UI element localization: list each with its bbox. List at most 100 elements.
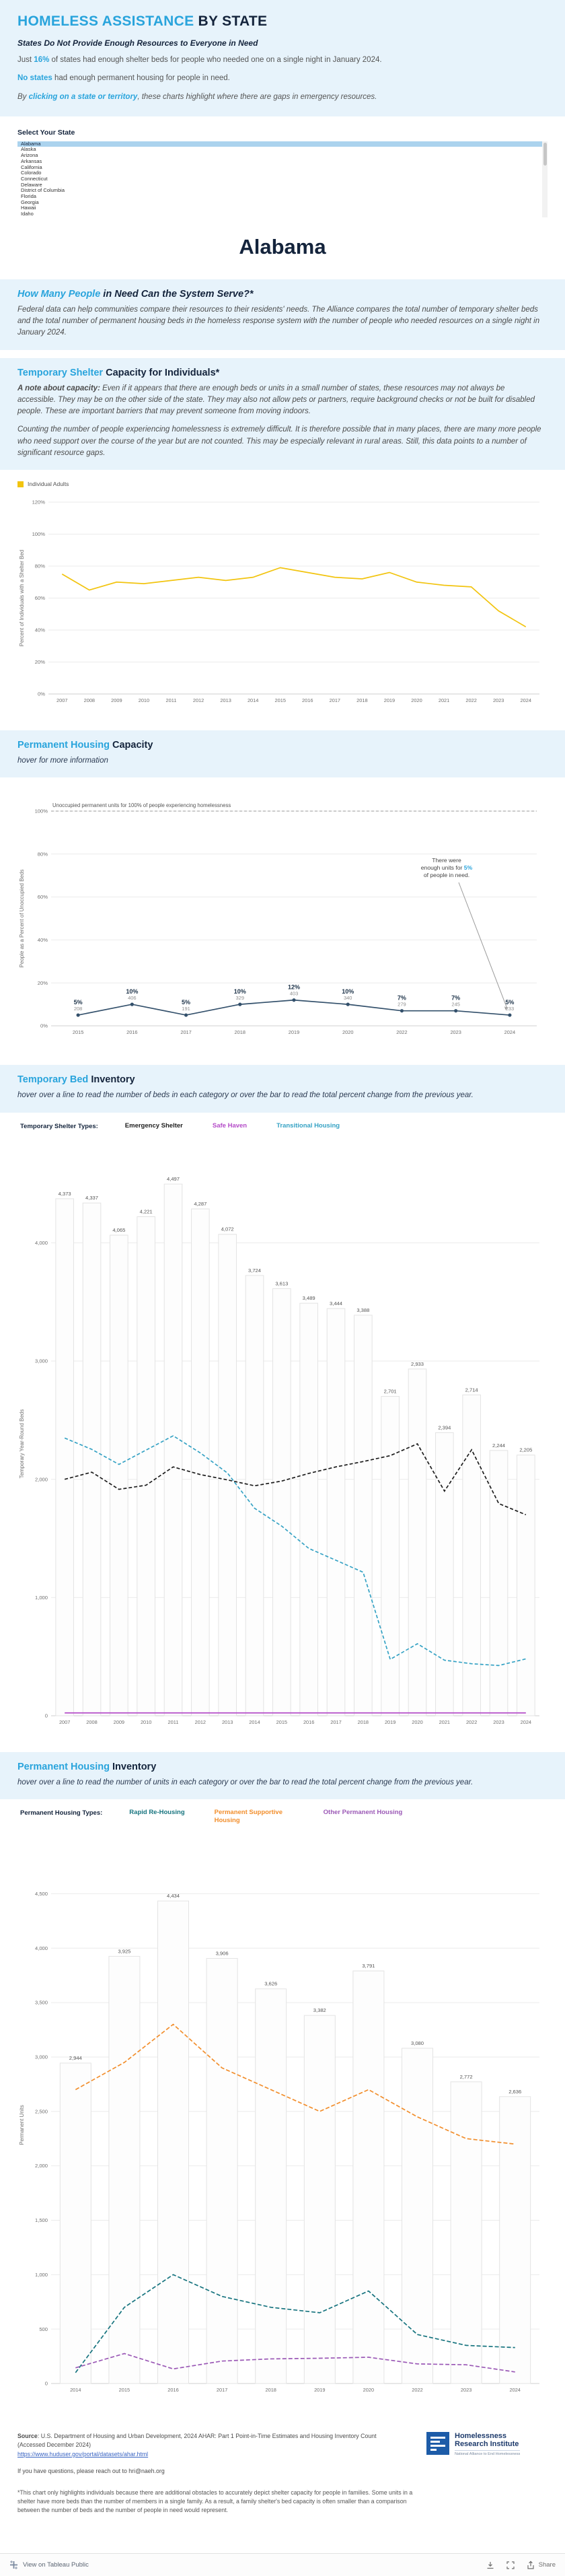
svg-text:3,000: 3,000: [35, 1358, 48, 1364]
permanent-housing-capacity-chart[interactable]: 0% 20% 40% 60% 80% 100% 2015 2016 2017 2018 2019 20…: [0, 777, 565, 1057]
svg-text:2017: 2017: [330, 1719, 341, 1725]
state-option-district-of-columbia[interactable]: District of Columbia: [21, 187, 65, 194]
svg-text:329: 329: [236, 995, 245, 1001]
legend-item-emergency-shelter[interactable]: Emergency Shelter: [124, 1121, 183, 1129]
view-on-tableau-public[interactable]: View on Tableau Public: [9, 2561, 89, 2569]
state-option-arizona[interactable]: Arizona: [21, 152, 38, 159]
hover-hint-beds: hover over a line to read the number of …: [17, 1091, 474, 1100]
svg-text:2021: 2021: [439, 1719, 450, 1725]
state-option-hawaii[interactable]: Hawaii: [21, 205, 36, 211]
svg-text:There were: There were: [432, 857, 461, 864]
shelter-bed-percent-chart[interactable]: 0% 20% 40% 60% 80% 100% 120% 2007 2008 2009 2010 20…: [0, 490, 565, 722]
svg-text:2018: 2018: [356, 697, 367, 703]
state-option-alabama[interactable]: Alabama: [17, 141, 548, 147]
svg-text:2,500: 2,500: [35, 2108, 48, 2114]
svg-text:0%: 0%: [38, 691, 45, 697]
source-link[interactable]: https://www.huduser.gov/portal/datasets/…: [17, 2450, 149, 2458]
svg-text:2,244: 2,244: [492, 1442, 505, 1448]
selected-state-title: Alabama: [239, 234, 326, 258]
svg-text:4,500: 4,500: [35, 1891, 48, 1897]
tableau-toolbar: View on Tableau Public Share: [0, 2553, 565, 2576]
section-temp-inventory: Temporary Bed Inventory hover over a lin…: [0, 1065, 565, 1113]
svg-text:2023: 2023: [493, 697, 504, 703]
state-option-alaska[interactable]: Alaska: [21, 146, 36, 153]
svg-text:2007: 2007: [57, 697, 67, 703]
state-option-arkansas[interactable]: Arkansas: [21, 158, 42, 164]
hover-hint-units: hover over a line to read the number of …: [17, 1778, 474, 1786]
svg-text:2013: 2013: [220, 697, 231, 703]
svg-text:2024: 2024: [520, 697, 531, 703]
svg-text:0: 0: [45, 2380, 48, 2386]
svg-text:2022: 2022: [466, 1719, 477, 1725]
legend-item-rapid-re-housing[interactable]: Rapid Re-Housing: [129, 1808, 185, 1816]
state-list[interactable]: Alabama Alaska Arizona Arkansas California Co…: [17, 141, 548, 217]
svg-text:80%: 80%: [38, 851, 48, 858]
svg-text:2018: 2018: [235, 1029, 246, 1035]
state-option-idaho[interactable]: Idaho: [21, 211, 34, 217]
fullscreen-icon[interactable]: [506, 2561, 515, 2570]
state-option-connecticut[interactable]: Connecticut: [21, 175, 48, 182]
state-option-colorado[interactable]: Colorado: [21, 170, 42, 176]
svg-text:5%: 5%: [182, 999, 190, 1006]
state-option-delaware[interactable]: Delaware: [21, 181, 42, 188]
legend-item-safe-haven[interactable]: Safe Haven: [212, 1121, 248, 1129]
svg-text:4,337: 4,337: [85, 1195, 98, 1201]
svg-text:People as a Percent of Unoccup: People as a Percent of Unoccupied Beds: [19, 870, 25, 968]
state-option-california[interactable]: California: [21, 164, 42, 170]
svg-text:60%: 60%: [38, 894, 48, 900]
capacity-note: A note about capacity: Even if it appear…: [17, 384, 535, 416]
state-list-scrollbar[interactable]: [542, 141, 548, 217]
page-title-dark: BY STATE: [194, 13, 268, 29]
svg-text:2008: 2008: [86, 1719, 97, 1725]
svg-text:10%: 10%: [126, 988, 138, 995]
legend-item-transitional-housing[interactable]: Transitional Housing: [276, 1121, 340, 1129]
hero-paragraph-housing: No states had enough permanent housing f…: [17, 74, 230, 83]
temporary-bed-inventory-chart[interactable]: 0 1,000 2,000 3,000 4,000 2007 2008 2009 2010 201…: [0, 1132, 565, 1744]
svg-text:2008: 2008: [84, 697, 95, 703]
svg-text:100%: 100%: [32, 531, 46, 537]
state-option-georgia[interactable]: Georgia: [21, 199, 39, 205]
svg-text:3,489: 3,489: [303, 1295, 315, 1301]
section-system-heading: How Many People in Need Can the System S…: [17, 288, 254, 300]
svg-text:2015: 2015: [119, 2387, 130, 2393]
svg-text:2017: 2017: [217, 2387, 227, 2393]
hero-paragraph-instructions: By clicking on a state or territory, the…: [17, 92, 377, 101]
svg-text:enough units for 5%: enough units for 5%: [421, 864, 473, 871]
svg-text:3,906: 3,906: [216, 1950, 229, 1956]
svg-text:2019: 2019: [385, 1719, 396, 1725]
svg-text:2024: 2024: [521, 1719, 531, 1725]
svg-text:2010: 2010: [139, 697, 149, 703]
svg-text:2020: 2020: [363, 2387, 374, 2393]
svg-text:2,394: 2,394: [438, 1424, 451, 1430]
svg-text:of people in need.: of people in need.: [424, 872, 469, 878]
svg-text:1,000: 1,000: [35, 1594, 48, 1600]
download-icon[interactable]: [486, 2561, 495, 2570]
svg-text:3,724: 3,724: [248, 1267, 261, 1273]
svg-text:100%: 100%: [35, 808, 48, 814]
svg-text:7%: 7%: [398, 995, 406, 1002]
svg-text:191: 191: [182, 1006, 190, 1012]
svg-text:120%: 120%: [32, 499, 46, 506]
svg-text:2,944: 2,944: [69, 2055, 82, 2061]
svg-text:2011: 2011: [168, 1719, 179, 1725]
svg-text:2009: 2009: [114, 1719, 124, 1725]
svg-text:2022: 2022: [465, 697, 476, 703]
stat-no-states: No states: [17, 74, 52, 83]
svg-text:3,388: 3,388: [356, 1307, 369, 1313]
svg-text:Unoccupied permanent units for: Unoccupied permanent units for 100% of p…: [52, 802, 231, 808]
svg-text:7%: 7%: [451, 995, 460, 1002]
scrollbar-thumb[interactable]: [543, 142, 547, 166]
legend-item-permanent-supportive-housing[interactable]: Permanent Supportive Housing: [214, 1808, 282, 1824]
permanent-housing-inventory-chart[interactable]: 0 500 1,000 1,500 2,000 2,500 3,000 3,500 4,000 4…: [0, 1826, 565, 2412]
svg-text:3,925: 3,925: [118, 1948, 130, 1954]
svg-text:2022: 2022: [396, 1029, 407, 1035]
svg-text:3,791: 3,791: [362, 1963, 375, 1969]
share-button[interactable]: Share: [526, 2561, 556, 2570]
svg-text:2016: 2016: [126, 1029, 137, 1035]
legend-item-other-permanent-housing[interactable]: Other Permanent Housing: [323, 1808, 403, 1816]
state-option-florida[interactable]: Florida: [21, 193, 36, 199]
svg-text:3,080: 3,080: [411, 2040, 424, 2046]
svg-text:2014: 2014: [248, 697, 258, 703]
hero-paragraph-shelter: Just 16% of states had enough shelter be…: [17, 56, 382, 64]
